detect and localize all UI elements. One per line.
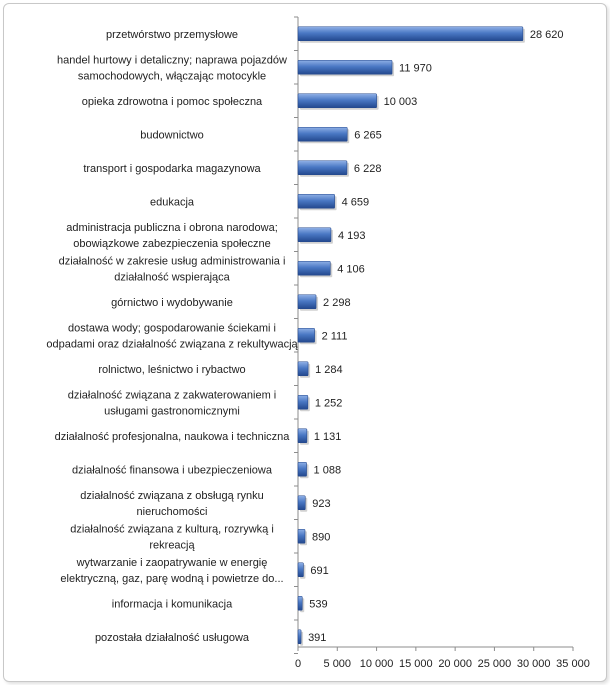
category-label-line: transport i gospodarka magazynowa (83, 163, 261, 175)
data-label: 2 298 (323, 297, 351, 309)
bar (297, 461, 307, 477)
x-tick-label: 0 (295, 658, 301, 670)
data-label: 1 088 (314, 464, 342, 476)
data-label: 890 (312, 531, 330, 543)
category-label-line: odpadami oraz działalność związana z rek… (46, 338, 298, 350)
category-label: dostawa wody; gospodarowanie ściekami i o… (46, 322, 298, 350)
bar (297, 394, 309, 410)
bar (297, 361, 309, 377)
data-label: 4 106 (337, 263, 365, 275)
category-label-line: elektryczną, gaz, parę wodną i powietrze… (60, 573, 283, 585)
category-label: działalność związana z kulturą, rozrywką… (70, 523, 274, 551)
y-axis-line (294, 16, 299, 654)
bar (297, 193, 335, 209)
category-label-line: rekreacją (149, 539, 195, 551)
category-label: działalność związana z zakwaterowaniem i… (68, 389, 276, 417)
data-label: 1 252 (315, 397, 343, 409)
category-label: budownictwo (140, 129, 204, 141)
category-label-line: administracja publiczna i obrona narodow… (66, 222, 278, 234)
category-label: opieka zdrowotna i pomoc społeczna (82, 96, 263, 108)
data-label: 6 228 (354, 163, 382, 175)
category-label-line: działalność wspierająca (114, 271, 230, 283)
category-label: przetwórstwo przemysłowe (106, 29, 238, 41)
x-tick-label: 10 000 (360, 658, 394, 670)
category-labels: przetwórstwo przemysłowe handel hurtowy i… (46, 29, 298, 644)
data-label: 391 (308, 632, 326, 644)
data-label: 691 (310, 565, 328, 577)
x-tick-label: 30 000 (517, 658, 551, 670)
bar (297, 26, 524, 42)
category-label-line: pozostała działalność usługowa (95, 632, 250, 644)
bars (297, 26, 525, 646)
category-label: transport i gospodarka magazynowa (83, 163, 261, 175)
category-label-line: działalność związana z zakwaterowaniem i (68, 389, 276, 401)
data-label: 2 111 (322, 330, 348, 342)
data-label: 11 970 (399, 62, 432, 74)
data-label: 6 265 (354, 129, 382, 141)
category-label-line: obowiązkowe zabezpieczenia społeczne (73, 238, 271, 250)
data-label: 1 131 (314, 431, 342, 443)
category-label-line: handel hurtowy i detaliczny; naprawa poj… (57, 54, 287, 66)
category-label-line: górnictwo i wydobywanie (111, 297, 233, 309)
x-tick-label: 15 000 (399, 658, 433, 670)
category-label-line: opieka zdrowotna i pomoc społeczna (82, 96, 263, 108)
bar (297, 562, 304, 578)
category-label-line: dostawa wody; gospodarowanie ściekami i (68, 322, 276, 334)
data-label: 28 620 (530, 29, 564, 41)
x-tick-label: 25 000 (478, 658, 512, 670)
category-label: informacja i komunikacja (112, 598, 233, 610)
data-label: 923 (312, 498, 330, 510)
x-tick-label: 35 000 (556, 658, 590, 670)
category-label: handel hurtowy i detaliczny; naprawa poj… (57, 54, 287, 82)
category-label: rolnictwo, leśnictwo i rybactwo (98, 364, 245, 376)
category-label: działalność związana z obsługą rynku nier… (80, 490, 263, 518)
category-label-line: działalność finansowa i ubezpieczeniowa (72, 464, 273, 476)
bar (297, 227, 332, 243)
bar (297, 160, 348, 176)
category-label: działalność profesjonalna, naukowa i tec… (55, 431, 291, 443)
x-tick-label: 5 000 (324, 658, 352, 670)
category-label-line: działalność profesjonalna, naukowa i tec… (55, 431, 291, 443)
bar (297, 327, 315, 343)
bar (297, 126, 348, 142)
category-label-line: działalność w zakresie usług administrow… (59, 255, 286, 267)
category-label-line: usługami gastronomicznymi (104, 405, 240, 417)
category-label-line: budownictwo (140, 129, 204, 141)
bar (297, 93, 377, 109)
data-label: 1 284 (315, 364, 343, 376)
data-label: 4 193 (338, 230, 366, 242)
category-label-line: samochodowych, włączając motocykle (78, 70, 266, 82)
bar (297, 428, 308, 444)
bar (297, 629, 302, 645)
category-label-line: wytwarzanie i zaopatrywanie w energię (76, 557, 268, 569)
category-label: administracja publiczna i obrona narodow… (66, 222, 278, 250)
value-labels: 28 620 11 970 10 003 6 265 6 228 4 659 4 193 4 … (308, 29, 563, 644)
category-label-line: edukacja (150, 196, 195, 208)
category-label-line: działalność związana z kulturą, rozrywką… (70, 523, 274, 535)
category-label: pozostała działalność usługowa (95, 632, 250, 644)
x-axis: 0 5 000 10 000 15 000 20 000 25 000 30 000 35 0… (295, 646, 590, 670)
data-label: 539 (309, 598, 327, 610)
bar (297, 294, 317, 310)
bar (297, 59, 393, 75)
data-label: 10 003 (384, 96, 418, 108)
category-label-line: działalność związana z obsługą rynku (80, 490, 263, 502)
bar (297, 260, 331, 276)
category-label-line: przetwórstwo przemysłowe (106, 29, 238, 41)
category-label: działalność finansowa i ubezpieczeniowa (72, 464, 273, 476)
category-label: górnictwo i wydobywanie (111, 297, 233, 309)
data-label: 4 659 (342, 196, 370, 208)
category-label-line: informacja i komunikacja (112, 598, 233, 610)
bar (297, 595, 303, 611)
category-label-line: nieruchomości (137, 506, 208, 518)
category-label-line: rolnictwo, leśnictwo i rybactwo (98, 364, 245, 376)
x-tick-label: 20 000 (438, 658, 472, 670)
category-label: edukacja (150, 196, 195, 208)
bar (297, 495, 306, 511)
category-label: działalność w zakresie usług administrow… (59, 255, 286, 283)
bar (297, 528, 306, 544)
category-label: wytwarzanie i zaopatrywanie w energię ele… (60, 557, 283, 585)
